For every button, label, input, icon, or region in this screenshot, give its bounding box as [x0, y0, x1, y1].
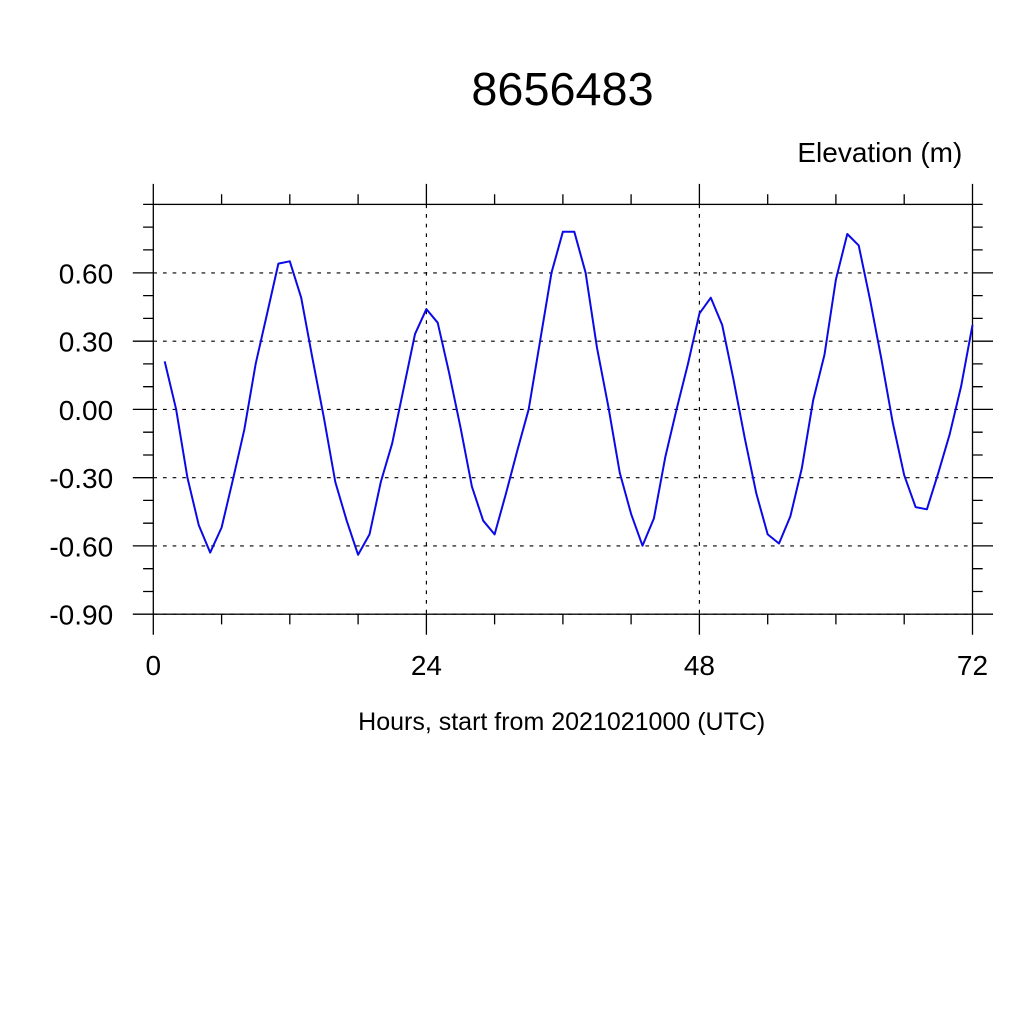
- svg-text:0.60: 0.60: [59, 258, 114, 289]
- svg-text:Elevation (m): Elevation (m): [797, 137, 962, 168]
- svg-text:0.30: 0.30: [59, 327, 114, 358]
- svg-text:24: 24: [411, 650, 442, 681]
- svg-text:72: 72: [957, 650, 988, 681]
- svg-text:-0.30: -0.30: [49, 463, 113, 494]
- svg-text:0.00: 0.00: [59, 395, 114, 426]
- svg-text:0: 0: [146, 650, 162, 681]
- svg-text:48: 48: [684, 650, 715, 681]
- svg-text:Hours, start from 2021021000 (: Hours, start from 2021021000 (UTC): [358, 708, 765, 736]
- svg-text:-0.60: -0.60: [49, 531, 113, 562]
- svg-text:8656483: 8656483: [471, 63, 653, 115]
- svg-text:-0.90: -0.90: [49, 600, 113, 631]
